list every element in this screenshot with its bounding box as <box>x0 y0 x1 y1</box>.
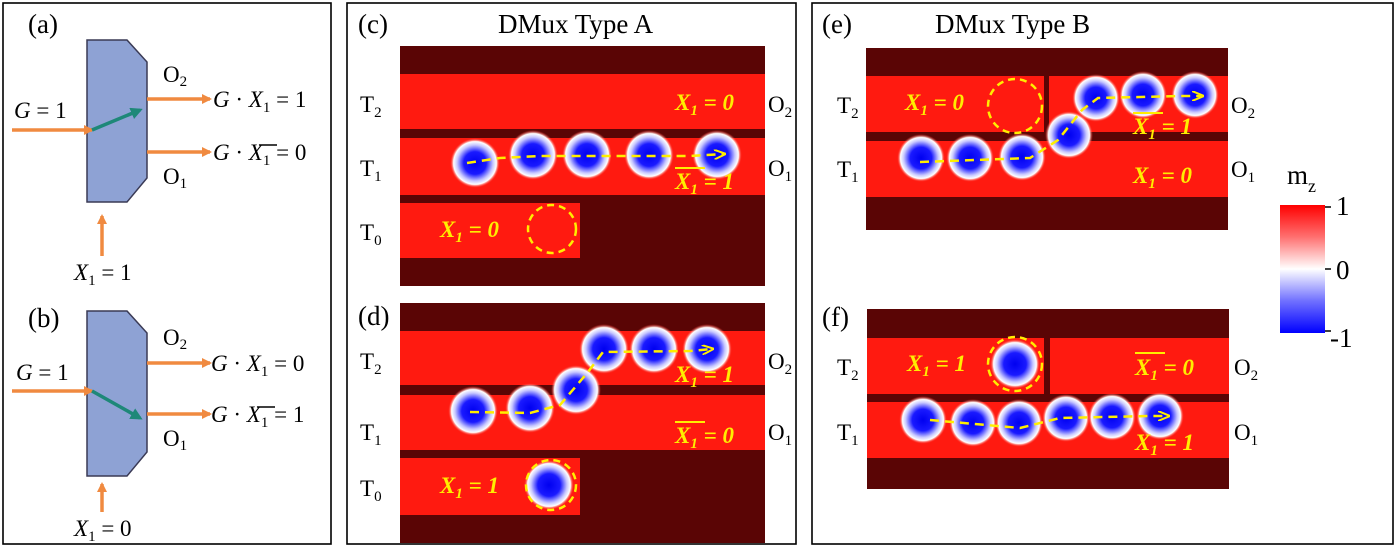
o2-label: O2 <box>768 349 792 378</box>
state-label-t0: X1 = 0 <box>439 217 499 246</box>
panel-d: (d) T2 T1 T0 O2 O1 X1 = 1 X1 = 0 X1 = 1 <box>358 301 792 543</box>
empty-skyrmion-marker <box>986 77 1044 135</box>
output-bottom-eq: G · X1 = 1 <box>211 402 304 431</box>
output-top-eq: G · X1 = 0 <box>211 351 304 380</box>
o2-label: O2 <box>768 92 792 121</box>
skyrmion <box>524 460 574 510</box>
track-t2 <box>400 74 765 129</box>
input-g-label: G = 1 <box>14 98 67 123</box>
state-label-o1: X1 = 1 <box>1134 430 1194 459</box>
input-g-label: G = 1 <box>16 360 69 385</box>
state-label-o2: X1 = 1 <box>1132 114 1192 143</box>
o1-label: O1 <box>163 164 187 192</box>
o2-label: O2 <box>163 62 187 90</box>
route-arrow <box>91 389 143 420</box>
skyrmion <box>998 133 1046 181</box>
skyrmion <box>899 396 947 444</box>
panel-c: (c) DMux Type A T2 T1 T0 O2 O1 X1 = 0 X1… <box>358 9 792 286</box>
track-t2-left <box>866 76 1044 132</box>
o1-label: O1 <box>1231 157 1255 186</box>
skyrmion <box>1171 71 1219 119</box>
state-label-t1: X1 = 0 <box>674 423 734 452</box>
skyrmion <box>1119 71 1167 119</box>
panel-b: (b) G = 1 O2 O1 G · X1 = 0 G · X1 = 1 X1… <box>12 303 304 545</box>
t2-label: T2 <box>360 349 382 378</box>
t1-label: T1 <box>837 157 859 186</box>
skyrmion-path <box>469 349 712 415</box>
skyrmion-marker <box>524 458 578 512</box>
skyrmion <box>995 399 1043 447</box>
track-t2-right <box>1050 338 1229 394</box>
skyrmion <box>1045 111 1093 159</box>
o1-label: O1 <box>163 426 187 454</box>
state-label-o2: X1 = 0 <box>1134 355 1194 384</box>
skyrmion-path <box>919 96 1202 164</box>
skyrmion-marker <box>986 335 1044 393</box>
control-label: X1 = 0 <box>73 516 132 545</box>
panel-c-title: DMux Type A <box>498 9 654 39</box>
panel-b-label: (b) <box>28 303 59 333</box>
state-label-left: X1 = 1 <box>906 351 966 380</box>
skyrmion-path <box>929 416 1168 430</box>
panel-e-title: DMux Type B <box>935 9 1090 39</box>
colorbar-tick-max: 1 <box>1336 191 1350 221</box>
state-label-left: X1 = 0 <box>904 90 964 119</box>
o2-label: O2 <box>1231 93 1255 122</box>
colorbar-tick-min: -1 <box>1330 323 1353 353</box>
panel-e: (e) DMux Type B T2 T1 O2 O1 X1 = 0 X1 = … <box>822 9 1255 230</box>
skyrmion <box>949 399 997 447</box>
skyrmion <box>629 324 679 374</box>
skyrmion <box>946 134 994 182</box>
skyrmion <box>508 130 558 180</box>
control-label: X1 = 1 <box>73 260 132 289</box>
o1-label: O1 <box>768 420 792 449</box>
colorbar: mz 1 0 -1 <box>1280 160 1353 353</box>
state-label-o1: X1 = 0 <box>1132 163 1192 192</box>
skyrmion <box>990 339 1040 389</box>
t2-label: T2 <box>837 355 859 384</box>
route-arrow <box>91 107 143 132</box>
t1-label: T1 <box>837 420 859 449</box>
skyrmion-path <box>466 154 724 165</box>
colorbar-gradient <box>1280 205 1325 333</box>
t2-label: T2 <box>360 92 382 121</box>
skyrmion <box>579 324 629 374</box>
panel-c-label: (c) <box>358 9 388 39</box>
demux-block <box>86 310 148 477</box>
o2-label: O2 <box>1234 355 1258 384</box>
panel-f: (f) T2 T1 O2 O1 X1 = 1 X1 = 0 X1 = 1 <box>822 302 1258 489</box>
output-top-eq: G · X1 = 1 <box>213 87 306 116</box>
panel-f-label: (f) <box>822 302 849 332</box>
t0-label: T0 <box>360 476 382 505</box>
state-label-t1: X1 = 1 <box>674 169 734 198</box>
panel-ef-frame <box>811 2 1394 545</box>
skyrmion <box>505 383 555 433</box>
state-label-t2: X1 = 1 <box>674 362 734 391</box>
panel-cd-frame <box>346 2 797 545</box>
skyrmion <box>897 134 945 182</box>
o1-label: O1 <box>1234 420 1258 449</box>
colorbar-tick-mid: 0 <box>1336 255 1350 285</box>
state-label-t2: X1 = 0 <box>674 90 734 119</box>
output-bottom-eq: G · X1 = 0 <box>213 140 306 169</box>
colorbar-label: mz <box>1287 160 1316 196</box>
t1-label: T1 <box>360 156 382 185</box>
t1-label: T1 <box>360 420 382 449</box>
o2-label: O2 <box>163 325 187 353</box>
panel-e-label: (e) <box>822 9 852 39</box>
t0-label: T0 <box>360 220 382 249</box>
track-t0 <box>400 203 580 258</box>
o1-label: O1 <box>768 156 792 185</box>
panel-ab-frame <box>2 2 332 545</box>
state-label-t0: X1 = 1 <box>439 473 499 502</box>
t2-label: T2 <box>837 93 859 122</box>
panel-a-label: (a) <box>28 9 58 39</box>
panel-a: (a) G = 1 O2 O1 G · X1 = 1 G · X1 = 0 X1… <box>12 9 306 289</box>
empty-skyrmion-marker <box>526 203 578 255</box>
skyrmion <box>551 365 601 415</box>
panel-d-label: (d) <box>358 301 389 331</box>
